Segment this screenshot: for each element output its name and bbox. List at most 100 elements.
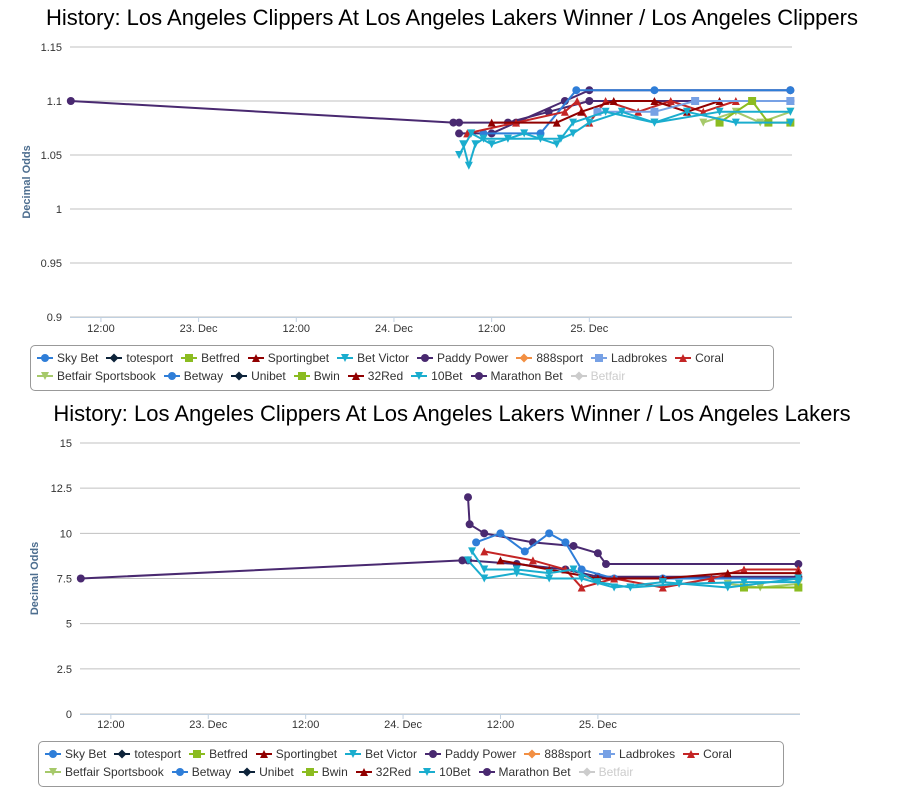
legend-item-totesport[interactable]: totesport [106, 351, 173, 365]
triangle-marker-icon [347, 372, 364, 380]
y-tick-label: 2.5 [57, 664, 72, 676]
circle-marker-icon [163, 372, 180, 380]
legend-item-paddy-power[interactable]: Paddy Power [424, 747, 516, 761]
legend-item-10bet[interactable]: 10Bet [419, 765, 471, 779]
legend-symbol [242, 767, 252, 777]
circle-marker-icon [470, 372, 487, 380]
legend-item-888sport[interactable]: 888sport [516, 351, 583, 365]
legend-item-marathon-bet[interactable]: Marathon Bet [478, 765, 571, 779]
data-point [464, 556, 473, 565]
legend-symbol [49, 768, 57, 776]
legend-item-betfair[interactable]: Betfair [578, 765, 633, 779]
data-point [739, 565, 748, 574]
series-line [597, 100, 791, 113]
legend-item-betway[interactable]: Betway [171, 765, 231, 779]
series-10bet[interactable] [455, 107, 795, 159]
chart-title-lakers: History: Los Angeles Clippers At Los Ang… [53, 401, 851, 426]
legend-item-bwin[interactable]: Bwin [293, 369, 340, 383]
data-point [650, 86, 659, 95]
legend-symbol [420, 354, 429, 362]
diamond-marker-icon [578, 767, 595, 777]
triangle-down-marker-icon [45, 768, 61, 776]
legend-symbol [603, 750, 612, 758]
legend-label: Bet Victor [365, 747, 417, 761]
legend-label: Unibet [259, 765, 294, 779]
legend-item-unibet[interactable]: Unibet [231, 369, 286, 383]
legend-item-32red[interactable]: 32Red [355, 765, 411, 779]
legend-item-sportingbet[interactable]: Sportingbet [247, 351, 329, 365]
legend-symbol [482, 768, 491, 776]
data-point [458, 556, 467, 565]
legend-item-betfair[interactable]: Betfair [570, 369, 625, 383]
series-bwin[interactable] [739, 583, 803, 592]
legend-label: 10Bet [439, 765, 471, 779]
data-point [585, 118, 594, 127]
data-point [455, 151, 464, 159]
legend-symbol [527, 749, 537, 759]
data-point [455, 118, 464, 127]
legend-symbol [234, 371, 244, 381]
legend-symbol [259, 750, 268, 758]
legend-item-32red[interactable]: 32Red [347, 369, 403, 383]
data-point [650, 118, 659, 127]
circle-marker-icon [478, 768, 495, 776]
data-point [459, 140, 468, 149]
legend-item-ladbrokes[interactable]: Ladbrokes [591, 351, 667, 365]
legend-item-totesport[interactable]: totesport [114, 747, 181, 761]
y-tick-label: 10 [60, 528, 72, 540]
series-paddy-power[interactable] [464, 493, 803, 569]
data-point [76, 574, 85, 583]
legend-symbol [193, 750, 202, 758]
legend-item-marathon-bet[interactable]: Marathon Bet [470, 369, 563, 383]
data-point [472, 538, 481, 547]
chart-title-clippers: History: Los Angeles Clippers At Los Ang… [46, 5, 858, 30]
y-tick-label: 7.5 [57, 574, 72, 586]
legend-item-10bet[interactable]: 10Bet [411, 369, 463, 383]
data-point [552, 118, 561, 127]
legend-item-betfair-sportsbook[interactable]: Betfair Sportsbook [45, 765, 164, 779]
legend-label: Sky Bet [57, 351, 99, 365]
legend-item-sportingbet[interactable]: Sportingbet [255, 747, 337, 761]
legend-item-888sport[interactable]: 888sport [524, 747, 591, 761]
data-point [569, 118, 578, 127]
legend-label: totesport [134, 747, 182, 761]
series-10bet[interactable] [464, 556, 803, 592]
data-point [545, 569, 554, 578]
legend-item-unibet[interactable]: Unibet [239, 765, 294, 779]
legend-item-bet-victor[interactable]: Bet Victor [345, 747, 417, 761]
legend-item-ladbrokes[interactable]: Ladbrokes [599, 747, 675, 761]
data-point [786, 118, 795, 127]
legend-item-paddy-power[interactable]: Paddy Power [416, 351, 508, 365]
series-ladbrokes[interactable] [593, 97, 795, 116]
legend-item-betway[interactable]: Betway [163, 369, 223, 383]
legend-item-bet-victor[interactable]: Bet Victor [337, 351, 409, 365]
data-point [467, 129, 476, 138]
data-point [496, 556, 505, 565]
legend-item-sky-bet[interactable]: Sky Bet [45, 747, 106, 761]
data-point [794, 583, 803, 592]
data-point [449, 118, 458, 127]
data-point [786, 86, 795, 95]
legend-item-betfred[interactable]: Betfred [181, 351, 240, 365]
legend-item-sky-bet[interactable]: Sky Bet [37, 351, 98, 365]
data-point [794, 560, 803, 569]
legend-label: Unibet [251, 369, 286, 383]
data-point [545, 529, 554, 538]
data-point [577, 107, 586, 116]
legend-symbol [519, 353, 529, 363]
legend-item-coral[interactable]: Coral [675, 351, 724, 365]
data-point [480, 574, 489, 583]
data-point [487, 140, 496, 149]
diamond-marker-icon [524, 749, 541, 759]
data-point [560, 107, 569, 116]
legend-symbol [41, 354, 49, 362]
data-point [699, 118, 708, 127]
data-point [609, 97, 618, 105]
legend-item-coral[interactable]: Coral [683, 747, 732, 761]
legend-item-bwin[interactable]: Bwin [301, 765, 348, 779]
legend-item-betfair-sportsbook[interactable]: Betfair Sportsbook [37, 369, 156, 383]
diamond-marker-icon [570, 371, 587, 381]
legend-item-betfred[interactable]: Betfred [189, 747, 248, 761]
data-point [610, 583, 619, 592]
square-marker-icon [599, 750, 616, 758]
